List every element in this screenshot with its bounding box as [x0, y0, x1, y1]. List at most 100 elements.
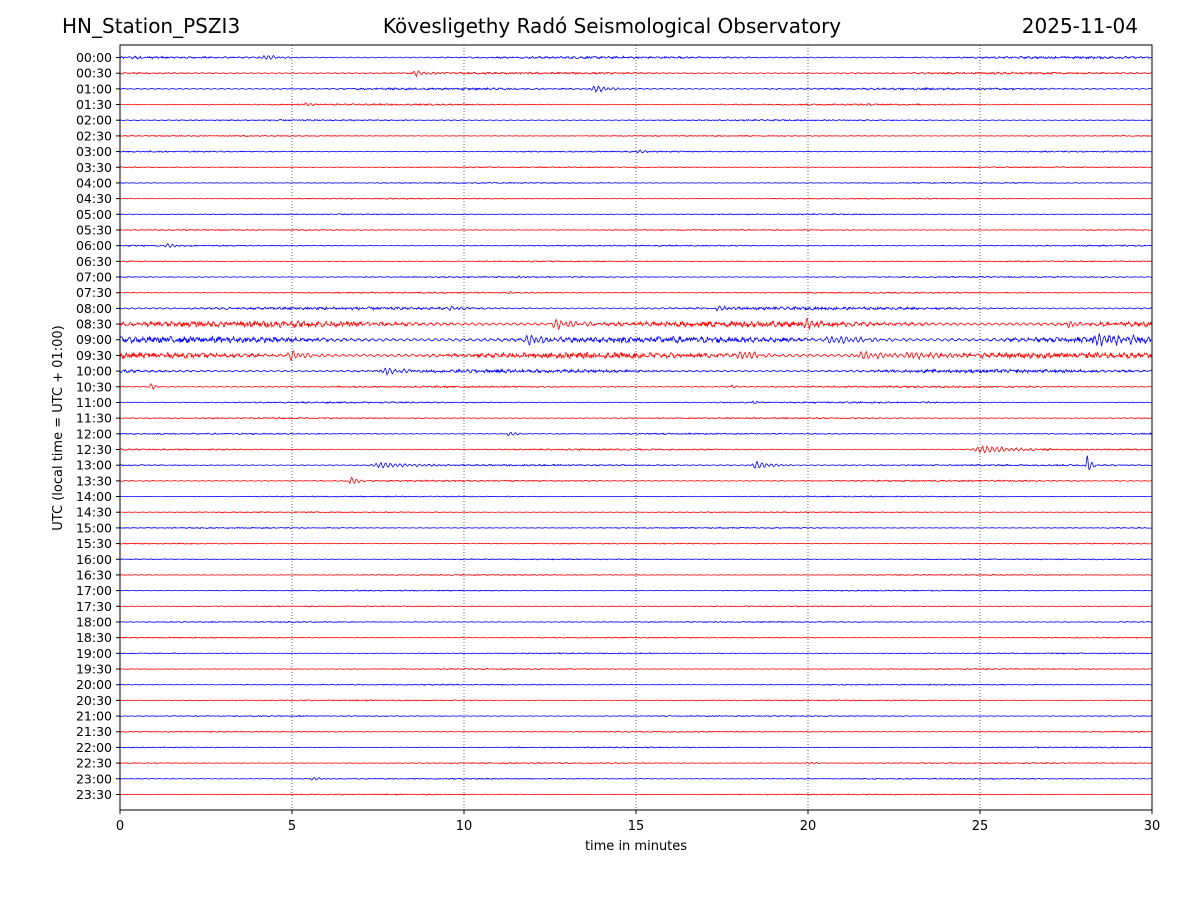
y-tick-label: 08:30	[76, 317, 112, 332]
y-tick-label: 15:30	[76, 536, 112, 551]
y-tick-label: 03:30	[76, 160, 112, 175]
y-tick-label: 14:00	[76, 489, 112, 504]
y-tick-label: 02:30	[76, 128, 112, 143]
x-tick-label: 30	[1144, 819, 1161, 834]
y-tick-label: 15:00	[76, 520, 112, 535]
x-axis-ticks: 0 5 10 15 20 25 30	[116, 810, 1160, 834]
y-tick-label: 23:00	[76, 771, 112, 786]
trace-row	[119, 181, 1152, 185]
trace-row	[119, 793, 1152, 796]
y-tick-label: 09:30	[76, 348, 112, 363]
station-title: HN_Station_PSZI3	[62, 14, 241, 38]
trace-row	[119, 444, 1152, 454]
trace-row	[119, 228, 1152, 232]
trace-row	[119, 455, 1152, 471]
y-tick-label: 05:30	[76, 222, 112, 237]
y-tick-label: 13:30	[76, 473, 112, 488]
trace-row	[119, 260, 1152, 263]
y-tick-label: 18:00	[76, 614, 112, 629]
trace-row	[119, 54, 1152, 60]
x-axis-label: time in minutes	[585, 839, 687, 854]
y-tick-label: 05:00	[76, 207, 112, 222]
trace-row	[119, 85, 1152, 93]
x-tick-label: 25	[972, 819, 989, 834]
x-tick-label: 15	[628, 819, 645, 834]
trace-row	[119, 652, 1152, 655]
y-tick-label: 06:30	[76, 254, 112, 269]
trace-row	[119, 70, 1152, 78]
trace-row	[119, 777, 1152, 781]
trace-row	[119, 333, 1152, 347]
y-tick-label: 18:30	[76, 630, 112, 645]
trace-row	[119, 573, 1152, 577]
y-axis-label: UTC (local time = UTC + 01:00)	[51, 325, 66, 530]
trace-row	[119, 166, 1152, 169]
trace-row	[119, 495, 1152, 498]
y-tick-label: 21:00	[76, 709, 112, 724]
y-tick-label: 09:00	[76, 332, 112, 347]
trace-row	[119, 526, 1152, 530]
y-tick-label: 20:00	[76, 677, 112, 692]
y-tick-label: 22:30	[76, 756, 112, 771]
y-tick-label: 11:30	[76, 411, 112, 426]
trace-row	[119, 416, 1152, 420]
y-tick-label: 11:00	[76, 395, 112, 410]
observatory-title: Kövesligethy Radó Seismological Observat…	[382, 14, 842, 38]
y-tick-label: 22:00	[76, 740, 112, 755]
trace-row	[119, 317, 1152, 331]
trace-row	[119, 305, 1152, 312]
y-tick-label: 07:30	[76, 285, 112, 300]
y-tick-label: 04:00	[76, 175, 112, 190]
trace-row	[119, 197, 1152, 200]
y-tick-label: 02:00	[76, 113, 112, 128]
y-tick-label: 01:30	[76, 97, 112, 112]
trace-row	[119, 274, 1152, 279]
trace-row	[119, 243, 1152, 248]
trace-row	[119, 558, 1152, 561]
trace-row	[119, 636, 1152, 639]
trace-row	[119, 605, 1152, 608]
y-tick-label: 10:30	[76, 379, 112, 394]
trace-row	[119, 400, 1152, 405]
y-tick-label: 06:00	[76, 238, 112, 253]
y-tick-label: 14:30	[76, 505, 112, 520]
trace-row	[119, 149, 1152, 154]
date-title: 2025-11-04	[1021, 14, 1138, 38]
y-tick-label: 17:30	[76, 599, 112, 614]
trace-row	[119, 667, 1152, 671]
trace-row	[119, 714, 1152, 718]
trace-row	[119, 213, 1152, 216]
y-tick-label: 16:30	[76, 567, 112, 582]
y-tick-label: 17:00	[76, 583, 112, 598]
x-tick-label: 5	[288, 819, 296, 834]
trace-row	[119, 589, 1152, 592]
trace-row	[119, 761, 1152, 765]
y-tick-label: 21:30	[76, 724, 112, 739]
trace-row	[119, 699, 1152, 702]
y-tick-label: 03:00	[76, 144, 112, 159]
x-tick-label: 10	[456, 819, 473, 834]
trace-row	[119, 383, 1152, 390]
y-tick-label: 10:00	[76, 364, 112, 379]
y-tick-label: 12:30	[76, 442, 112, 457]
trace-row	[119, 367, 1152, 376]
y-tick-label: 01:00	[76, 81, 112, 96]
seismic-traces	[119, 54, 1152, 796]
trace-row	[119, 683, 1152, 686]
y-tick-label: 19:30	[76, 662, 112, 677]
trace-row	[119, 476, 1152, 485]
x-tick-label: 0	[116, 819, 124, 834]
y-tick-label: 16:00	[76, 552, 112, 567]
y-tick-label: 00:00	[76, 50, 112, 65]
trace-row	[119, 730, 1152, 733]
x-tick-label: 20	[800, 819, 817, 834]
y-tick-label: 04:30	[76, 191, 112, 206]
trace-row	[119, 134, 1152, 138]
trace-row	[119, 118, 1152, 122]
y-tick-label: 08:00	[76, 301, 112, 316]
y-tick-label: 23:30	[76, 787, 112, 802]
trace-row	[119, 620, 1152, 624]
y-tick-label: 20:30	[76, 693, 112, 708]
y-tick-label: 12:00	[76, 426, 112, 441]
